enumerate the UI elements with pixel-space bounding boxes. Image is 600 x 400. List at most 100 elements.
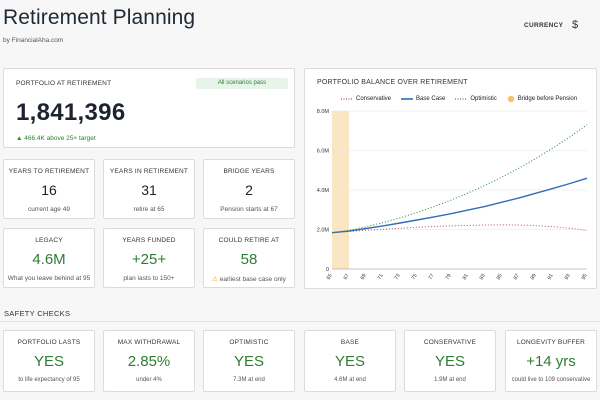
check-sub: to life expectancy of 95 [18,377,80,383]
x-tick-label: 87 [513,273,521,281]
check-sub: 4.6M at end [334,377,366,383]
legend-item-bridge[interactable]: Bridge before Pension [507,95,577,103]
check-sub: 7.3M at end [233,377,265,383]
stat-value: 4.6M [32,251,66,268]
y-tick-label: 0 [326,267,329,273]
balance-chart: 0 2.0M 4.0M 6.0M 8.0M 65 67 69 71 73 75 77 79 81 83 85 8… [317,109,589,281]
stat-header: YEARS IN RETIREMENT [109,168,189,175]
stat-value: 58 [240,251,258,268]
x-tick-label: 77 [428,273,436,281]
x-tick-label: 95 [581,273,589,281]
above-target: ▲ 466.4K above 25× target [16,135,96,142]
check-value: YES [334,353,365,370]
safety-section-title: SAFETY CHECKS [4,309,71,318]
check-value: YES [33,353,64,370]
chart-legend: Conservative Base Case Optimistic Bridge… [341,95,577,103]
stat-sub: current age 49 [28,206,70,213]
warning-icon: ⚠ [212,276,218,283]
x-tick-label: 73 [394,273,402,281]
check-sub: 1.9M at end [434,377,466,383]
legend-label: Conservative [356,96,392,102]
legend-label: Base Case [416,96,446,102]
stat-sub: retire at 65 [133,206,165,213]
currency-selector[interactable]: $ [572,19,579,31]
stat-header: BRIDGE YEARS [223,168,275,175]
legend-dotted-line-icon [341,98,353,100]
y-tick-label: 6.0M [317,149,330,155]
check-card-longevity-buffer: LONGEVITY BUFFER +14 yrs could live to 1… [505,330,597,392]
legend-solid-line-icon [401,98,414,100]
check-sub: could live to 109 conservative [511,377,591,383]
x-tick-label: 75 [411,273,419,281]
y-tick-label: 2.0M [317,228,330,234]
stat-value: 16 [41,182,57,198]
stat-header: COULD RETIRE AT [218,237,280,244]
legend-item-conservative[interactable]: Conservative [341,96,391,102]
check-sub: under 4% [136,377,162,383]
stat-card-bridge-years: BRIDGE YEARS 2 Pension starts at 67 [203,159,295,219]
portfolio-card-header: PORTFOLIO AT RETIREMENT [16,80,112,87]
x-tick-label: 71 [377,273,385,281]
up-arrow-icon: ▲ [16,135,23,142]
x-tick-label: 83 [479,273,487,281]
check-value: 2.85% [127,353,171,370]
check-header: PORTFOLIO LASTS [17,339,81,346]
check-card-portfolio-lasts: PORTFOLIO LASTS YES to life expectancy o… [3,330,95,392]
y-tick-label: 4.0M [317,188,330,194]
series-line-base-case [331,177,588,234]
stat-sub: What you leave behind at 95 [7,275,91,282]
x-tick-label: 69 [360,273,368,281]
check-card-max-withdrawal: MAX WITHDRAWAL 2.85% under 4% [103,330,195,392]
stat-value: +25+ [131,251,167,268]
stat-sub: Pension starts at 67 [220,206,278,213]
status-badge: All scenarios pass [196,78,288,89]
check-card-base: BASE YES 4.6M at end [304,330,396,392]
stat-header: YEARS FUNDED [122,237,176,244]
y-tick-label: 8.0M [317,109,330,115]
legend-item-optimistic[interactable]: Optimistic [455,96,497,102]
stat-sub: earliest base case only [219,276,286,283]
chart-title: PORTFOLIO BALANCE OVER RETIREMENT [317,79,468,86]
x-tick-label: 93 [564,273,572,281]
stat-header: YEARS TO RETIREMENT [8,168,90,175]
x-tick-label: 67 [343,273,351,281]
x-tick-label: 85 [496,273,504,281]
stat-card-legacy: LEGACY 4.6M What you leave behind at 95 [3,228,95,288]
page-title: Retirement Planning [3,6,196,29]
check-card-optimistic: OPTIMISTIC YES 7.3M at end [203,330,295,392]
check-header: BASE [340,339,360,346]
legend-dotted-line-icon [455,98,468,100]
check-value: +14 yrs [526,353,576,370]
above-target-text: 466.4K above 25× target [24,135,96,142]
stat-card-years-to-retirement: YEARS TO RETIREMENT 16 current age 49 [3,159,95,219]
stat-card-could-retire-at: COULD RETIRE AT 58 ⚠ earliest base case … [203,228,295,288]
legend-dot-icon [507,95,514,103]
x-tick-label: 81 [462,273,470,281]
stat-sub-row: ⚠ earliest base case only [204,275,294,283]
check-value: YES [434,353,465,370]
check-header: OPTIMISTIC [229,339,269,346]
stat-sub: plan lasts to 150+ [123,275,175,282]
legend-label: Bridge before Pension [517,96,578,102]
legend-label: Optimistic [470,96,497,102]
chart-card: PORTFOLIO BALANCE OVER RETIREMENT Conser… [304,68,597,289]
stat-card-years-in-retirement: YEARS IN RETIREMENT 31 retire at 65 [103,159,195,219]
legend-item-base-case[interactable]: Base Case [401,96,445,102]
x-tick-label: 65 [326,273,334,281]
page-subtitle: by FinancialAha.com [3,37,64,44]
stat-header: LEGACY [35,237,63,244]
x-tick-label: 79 [445,273,453,281]
check-header: MAX WITHDRAWAL [117,339,181,346]
currency-label: CURRENCY [524,22,564,29]
stat-card-years-funded: YEARS FUNDED +25+ plan lasts to 150+ [103,228,195,288]
x-tick-label: 91 [547,273,555,281]
check-header: CONSERVATIVE [423,339,477,346]
stat-value: 2 [245,182,253,198]
series-line-conservative [331,224,588,234]
check-card-conservative: CONSERVATIVE YES 1.9M at end [404,330,496,392]
series-line-optimistic [331,124,588,234]
portfolio-value: 1,841,396 [16,99,126,126]
portfolio-card: PORTFOLIO AT RETIREMENT All scenarios pa… [3,68,295,148]
check-header: LONGEVITY BUFFER [516,339,586,346]
x-tick-label: 89 [530,273,538,281]
